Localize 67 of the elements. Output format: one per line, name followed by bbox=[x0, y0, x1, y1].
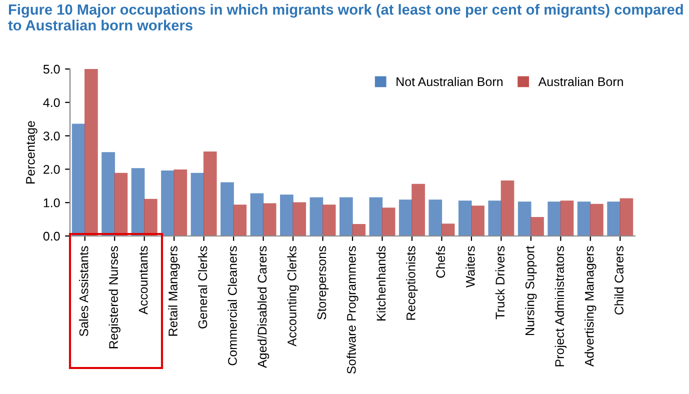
x-tick-label: Software Programmers bbox=[346, 246, 358, 374]
x-tick-label: Chefs bbox=[436, 246, 446, 278]
bar bbox=[548, 202, 562, 236]
bar bbox=[590, 204, 604, 236]
x-tick-label: Registered Nurses bbox=[108, 246, 120, 348]
y-tick-label: 1.0 bbox=[44, 198, 60, 208]
x-tick-label: Advertising Managers bbox=[584, 246, 596, 367]
bar bbox=[292, 202, 306, 236]
chart-title: Figure 10 Major occupations in which migrants work (at least one per cent of migrants) compared to Australian born workers bbox=[8, 4, 683, 30]
bar bbox=[131, 168, 145, 236]
bar bbox=[280, 194, 294, 236]
bar bbox=[203, 151, 217, 236]
bar bbox=[322, 204, 336, 236]
bar bbox=[220, 182, 234, 236]
bar bbox=[382, 208, 396, 236]
x-tick-label: Accountants bbox=[138, 246, 148, 314]
bar bbox=[441, 224, 455, 236]
bar bbox=[190, 172, 204, 236]
x-tick-label: Retail Managers bbox=[168, 246, 180, 336]
x-tick-label: Truck Drivers bbox=[495, 246, 505, 320]
x-tick-label: Sales Assistants bbox=[79, 246, 88, 336]
bar bbox=[262, 203, 276, 236]
x-tick-label: General Clerks bbox=[198, 246, 208, 328]
bar bbox=[398, 200, 412, 236]
x-tick-label: Waiters bbox=[466, 246, 475, 288]
bar bbox=[471, 206, 484, 236]
bar bbox=[310, 197, 324, 236]
y-tick-label: 4.0 bbox=[43, 98, 60, 108]
x-tick-label: Project Administrators bbox=[554, 246, 566, 366]
y-tick-label: 2.0 bbox=[44, 165, 60, 174]
bar bbox=[428, 200, 442, 236]
x-tick-label: Commercial Cleaners bbox=[228, 246, 237, 366]
bar bbox=[352, 224, 366, 236]
bar bbox=[620, 198, 634, 236]
bar bbox=[340, 197, 353, 236]
y-axis-title: Percentage bbox=[26, 121, 38, 184]
x-tick-label: Receptionists bbox=[406, 246, 418, 320]
y-tick-label: 3.0 bbox=[43, 132, 60, 140]
bar bbox=[250, 193, 264, 236]
bar bbox=[233, 204, 247, 236]
bar bbox=[161, 170, 174, 236]
x-tick-label: Aged/Disabled Carers bbox=[257, 246, 270, 368]
x-tick-label: Nursing Support bbox=[525, 246, 537, 336]
bar bbox=[518, 202, 532, 236]
y-tick-label: 0.0 bbox=[43, 232, 60, 241]
bar bbox=[84, 69, 98, 236]
bar bbox=[174, 170, 188, 236]
x-tick-label: Storepersons bbox=[317, 246, 329, 320]
bar bbox=[488, 200, 502, 236]
y-tick-label: 5.0 bbox=[43, 64, 60, 74]
x-tick-label: Kitchenhands bbox=[376, 246, 386, 320]
bar bbox=[500, 180, 514, 236]
bar bbox=[577, 202, 591, 236]
bar bbox=[144, 198, 158, 236]
bar bbox=[412, 184, 425, 236]
bar bbox=[369, 197, 383, 236]
x-tick-label: Accounting Clerks bbox=[287, 246, 299, 346]
bar bbox=[72, 124, 86, 236]
bar bbox=[530, 216, 544, 236]
bar bbox=[102, 152, 115, 236]
bar bbox=[607, 202, 620, 236]
legend-label: Australian Born bbox=[538, 76, 623, 86]
legend-label: Not Australian Born bbox=[396, 76, 502, 86]
bar bbox=[458, 200, 472, 236]
bar bbox=[560, 200, 574, 236]
x-tick-label: Child Carers bbox=[614, 246, 624, 315]
bar bbox=[114, 172, 128, 236]
